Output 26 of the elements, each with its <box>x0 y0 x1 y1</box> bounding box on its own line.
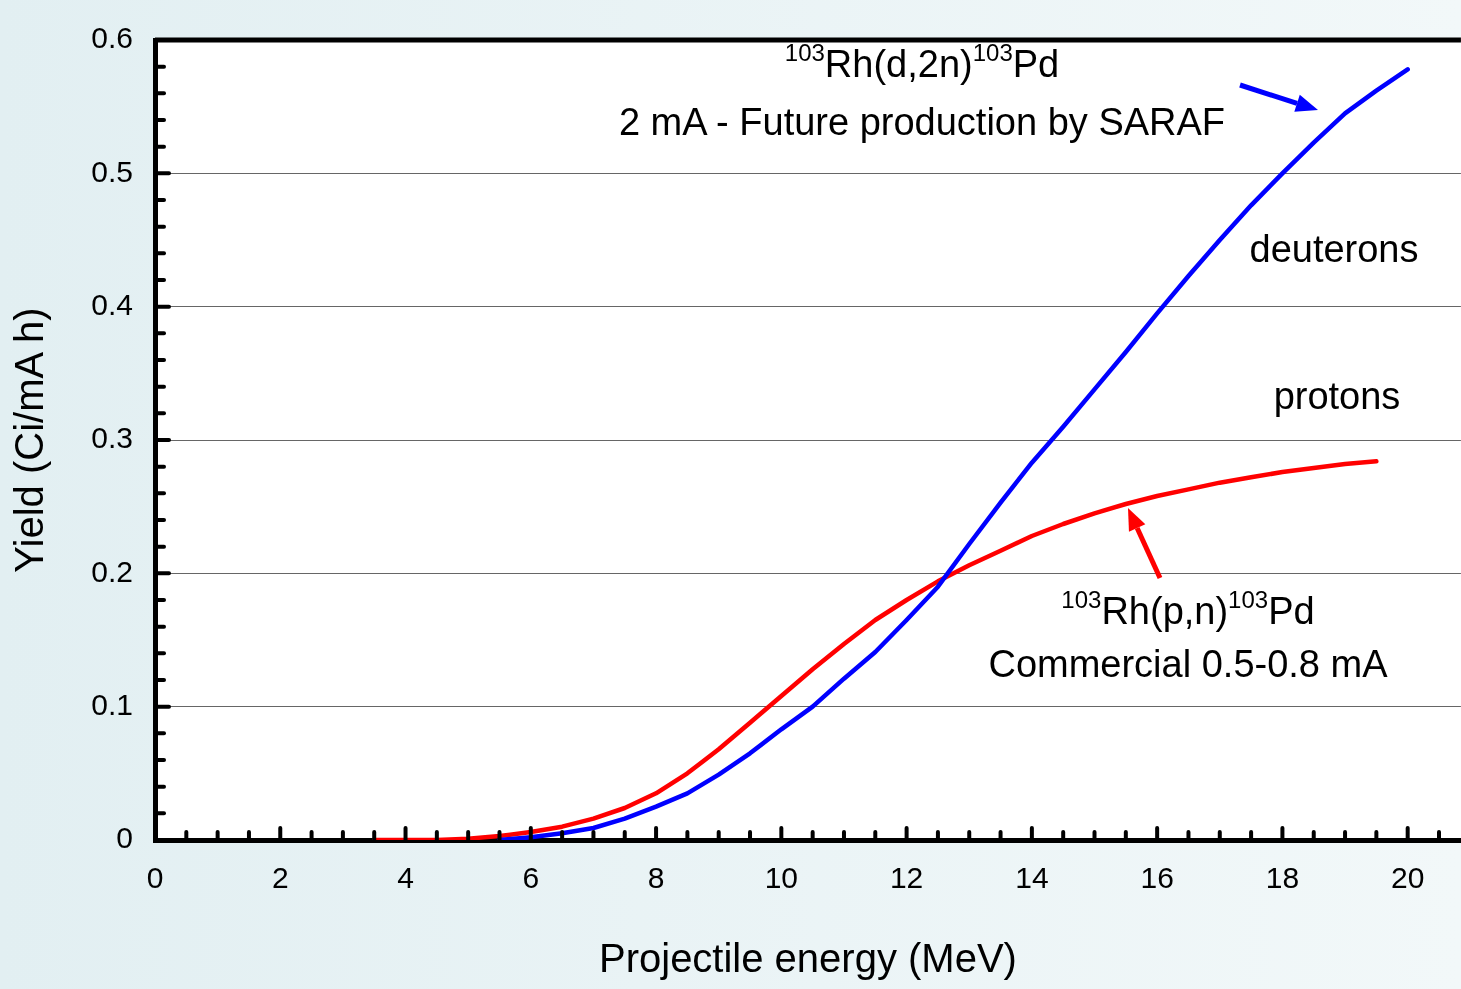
annotation: protons <box>1273 375 1401 417</box>
x-axis-title: Projectile energy (MeV) <box>598 936 1017 981</box>
x-tick-label: 16 <box>1140 861 1174 895</box>
x-tick-label: 8 <box>647 861 665 895</box>
x-tick-label: 6 <box>522 861 540 895</box>
annotation: Commercial 0.5-0.8 mA <box>988 643 1388 685</box>
y-tick-label: 0.1 <box>91 687 133 721</box>
y-axis-title: Yield (Ci/mA h) <box>7 307 52 573</box>
x-tick-label: 14 <box>1015 861 1049 895</box>
x-tick-label: 20 <box>1391 861 1425 895</box>
y-tick-label: 0.2 <box>91 554 133 588</box>
y-tick-label: 0.3 <box>91 421 133 455</box>
annotation: deuterons <box>1249 228 1419 270</box>
x-tick-label: 12 <box>889 861 924 895</box>
y-tick-label: 0.5 <box>91 154 133 188</box>
y-tick-label: 0.6 <box>91 21 133 55</box>
annotation: 2 mA - Future production by SARAF <box>618 101 1226 143</box>
x-tick-label: 2 <box>271 861 289 895</box>
x-tick-label: 18 <box>1265 861 1300 895</box>
y-tick-label: 0.4 <box>91 287 133 321</box>
annotation: $^{103}$Rh(p,n)$^{103}$Pd <box>1061 586 1315 632</box>
x-tick-label: 0 <box>146 861 164 895</box>
x-tick-label: 10 <box>764 861 799 895</box>
annotation: $^{103}$Rh(d,2n)$^{103}$Pd <box>784 39 1060 85</box>
x-tick-label: 4 <box>397 861 414 895</box>
y-tick-label: 0 <box>116 821 133 855</box>
